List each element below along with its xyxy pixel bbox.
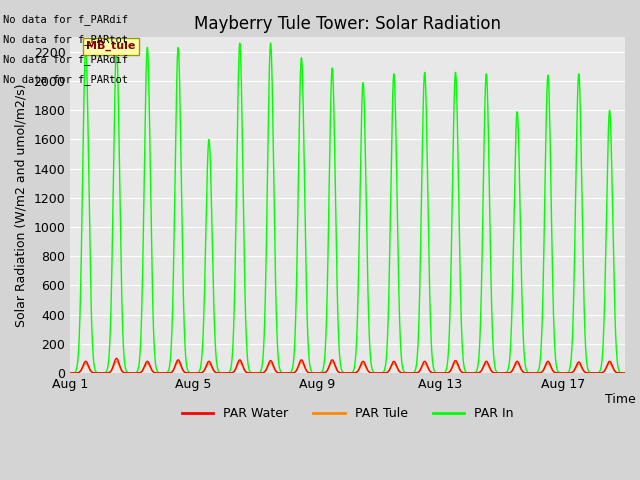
Text: No data for f_PARtot: No data for f_PARtot (3, 74, 128, 85)
Title: Mayberry Tule Tower: Solar Radiation: Mayberry Tule Tower: Solar Radiation (194, 15, 501, 33)
X-axis label: Time: Time (605, 393, 636, 406)
Y-axis label: Solar Radiation (W/m2 and umol/m2/s): Solar Radiation (W/m2 and umol/m2/s) (15, 84, 28, 327)
Text: No data for f_PARtot: No data for f_PARtot (3, 34, 128, 45)
Text: No data for f_PARdif: No data for f_PARdif (3, 54, 128, 65)
Text: MB_tule: MB_tule (86, 41, 136, 51)
Legend: PAR Water, PAR Tule, PAR In: PAR Water, PAR Tule, PAR In (177, 402, 518, 425)
Text: No data for f_PARdif: No data for f_PARdif (3, 13, 128, 24)
